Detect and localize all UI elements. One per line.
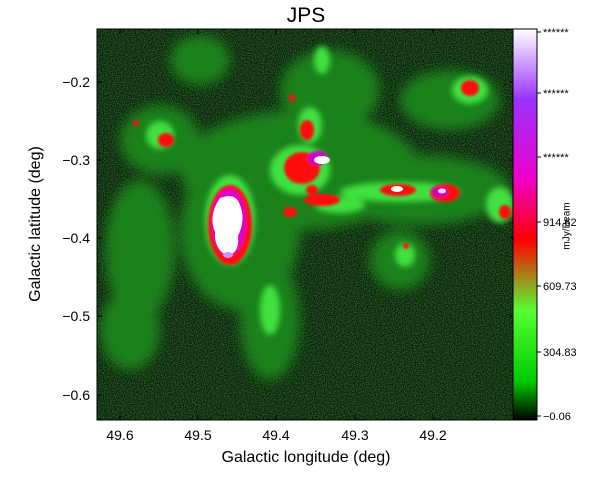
colorbar-tick-label: ****** (543, 88, 569, 100)
sky-image (97, 29, 515, 420)
y-axis: −0.2 −0.3 −0.4 −0.5 −0.6 (62, 74, 515, 403)
y-tick-label: −0.5 (62, 308, 90, 324)
x-tick-label: 49.2 (419, 427, 446, 443)
x-tick-label: 49.3 (341, 427, 368, 443)
y-tick-label: −0.3 (62, 152, 90, 168)
x-axis: 49.6 49.5 49.4 49.3 49.2 (106, 29, 447, 443)
colorbar-tick-label: ****** (543, 152, 569, 164)
y-axis-label: Galactic latitude (deg) (27, 146, 44, 302)
colorbar-tick-label: 609.73 (543, 281, 577, 293)
colorbar-label: mJy/Beam (561, 202, 573, 250)
colorbar (512, 28, 538, 421)
x-tick-label: 49.6 (106, 427, 133, 443)
y-tick-label: −0.6 (62, 387, 90, 403)
colorbar-tick-label: −0.06 (543, 411, 571, 423)
x-axis-label: Galactic longitude (deg) (221, 449, 391, 466)
y-tick-label: −0.4 (62, 230, 90, 246)
colorbar-tick-label: 304.83 (543, 347, 577, 359)
colorbar-tick-label: ****** (543, 27, 569, 39)
colorbar-tick-label: 914.62 (543, 217, 577, 229)
y-tick-label: −0.2 (62, 74, 90, 90)
x-tick-label: 49.5 (184, 427, 211, 443)
colorbar-ticks: ****** ****** ****** 914.62 609.73 304.83 −0.0… (537, 27, 577, 423)
chart-title: JPS (286, 4, 326, 27)
saturated-peaks (212, 156, 446, 258)
x-tick-label: 49.4 (262, 427, 289, 443)
